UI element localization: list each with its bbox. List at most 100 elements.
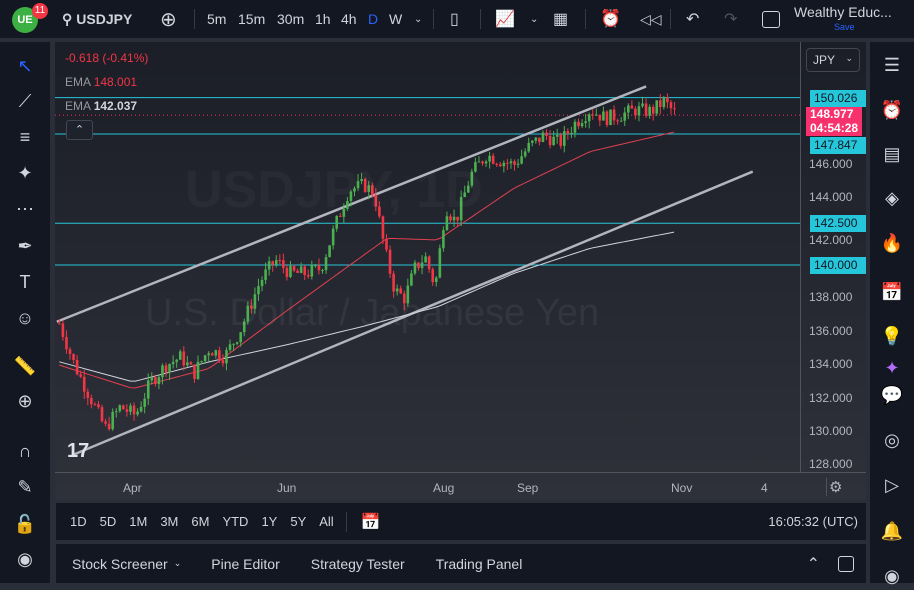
- alerts-icon[interactable]: ⏰: [880, 100, 904, 120]
- price-axis[interactable]: JPY ⌄ 146.000 144.000 142.000 138.000 136.000…: [800, 42, 866, 472]
- replay-icon[interactable]: ◁◁: [640, 10, 662, 27]
- maximize-panel-icon[interactable]: [838, 555, 854, 572]
- candle-body: [552, 136, 555, 146]
- cursor-icon[interactable]: ↖: [17, 56, 33, 76]
- undo-icon[interactable]: ↶: [686, 11, 700, 28]
- range-3m[interactable]: 3M: [160, 514, 179, 529]
- interval-d[interactable]: D: [368, 11, 379, 27]
- tab-strategy-tester[interactable]: Strategy Tester: [310, 555, 405, 572]
- interval-4h[interactable]: 4h: [341, 11, 357, 27]
- time-axis[interactable]: Apr Jun Aug Sep Nov 4 ⚙: [55, 472, 866, 500]
- candle-body: [143, 398, 146, 407]
- goto-date-icon[interactable]: 📅: [360, 513, 381, 531]
- candle-body: [623, 112, 627, 121]
- visibility-icon[interactable]: ◉: [17, 549, 33, 569]
- ai-sparkle-icon[interactable]: ✦: [884, 358, 900, 378]
- streams-icon[interactable]: ◎: [884, 430, 900, 450]
- candles-icon[interactable]: ▯: [450, 11, 459, 28]
- candle-body: [239, 332, 242, 343]
- fullscreen-icon[interactable]: [762, 11, 780, 28]
- interval-1h[interactable]: 1h: [315, 11, 331, 27]
- notifications-icon[interactable]: 🔔: [880, 521, 904, 541]
- range-all[interactable]: All: [319, 514, 334, 529]
- interval-5m[interactable]: 5m: [207, 11, 227, 27]
- range-5y[interactable]: 5Y: [290, 514, 307, 529]
- play-icon[interactable]: ▷: [885, 475, 899, 495]
- candle-body: [292, 265, 296, 271]
- indicators-icon[interactable]: 📈: [495, 11, 515, 28]
- range-5d[interactable]: 5D: [99, 514, 117, 529]
- interval-w[interactable]: W: [389, 11, 403, 27]
- save-label[interactable]: Save: [834, 22, 855, 32]
- brush-icon[interactable]: ✒: [17, 236, 33, 256]
- redo-icon[interactable]: ↷: [724, 11, 738, 28]
- candle-body: [349, 191, 353, 201]
- candle-body: [410, 273, 413, 286]
- forecast-icon[interactable]: ⋯: [16, 199, 34, 219]
- tab-stock-screener[interactable]: Stock Screener: [72, 555, 168, 572]
- lock-drawings-icon[interactable]: ✎: [17, 477, 33, 497]
- ema2-legend[interactable]: EMA 142.037: [65, 99, 137, 113]
- ema1-legend[interactable]: EMA 148.001: [65, 75, 137, 89]
- help-icon[interactable]: ◉: [884, 566, 900, 586]
- range-ytd[interactable]: YTD: [222, 514, 249, 529]
- zoom-icon[interactable]: ⊕: [17, 391, 33, 411]
- bar-countdown: 04:54:28: [810, 121, 859, 135]
- candle-body: [139, 406, 143, 412]
- candle-body: [129, 405, 132, 412]
- interval-dropdown-icon[interactable]: ⌄: [414, 13, 423, 25]
- calendar-icon[interactable]: 📅: [880, 282, 904, 302]
- price-chart[interactable]: [55, 42, 866, 500]
- watchlist-icon[interactable]: ☰: [883, 55, 901, 75]
- range-1m[interactable]: 1M: [129, 514, 148, 529]
- settings-icon[interactable]: ⚙: [826, 478, 842, 496]
- tab-pine-editor[interactable]: Pine Editor: [211, 555, 280, 572]
- symbol-label: USDJPY: [76, 11, 133, 27]
- fib-icon[interactable]: ≡: [19, 127, 31, 147]
- range-1d[interactable]: 1D: [70, 514, 87, 529]
- chevron-down-icon[interactable]: ⌄: [173, 558, 182, 568]
- pattern-icon[interactable]: ✦: [17, 163, 33, 183]
- collapse-legend-button[interactable]: ⌃: [66, 120, 93, 140]
- chart-pane[interactable]: USDJPY, 1D U.S. Dollar / Japanese Yen -0…: [55, 42, 866, 500]
- alert-icon[interactable]: ⏰: [600, 9, 622, 28]
- candle-body: [367, 185, 371, 192]
- layout-name[interactable]: Wealthy Educ...: [794, 4, 892, 20]
- interval-30m[interactable]: 30m: [277, 11, 305, 27]
- candle-body: [274, 260, 278, 265]
- range-6m[interactable]: 6M: [191, 514, 210, 529]
- currency-select[interactable]: JPY ⌄: [806, 48, 860, 72]
- data-window-icon[interactable]: ▤: [883, 144, 901, 164]
- add-symbol-icon[interactable]: ⊕: [160, 8, 177, 31]
- time-label-jun: Jun: [277, 481, 297, 495]
- magnet-icon[interactable]: ∩: [18, 441, 32, 461]
- layouts-icon[interactable]: ▦: [553, 11, 569, 28]
- ruler-icon[interactable]: 📏: [13, 356, 37, 376]
- text-icon[interactable]: T: [19, 272, 31, 292]
- candle-body: [218, 350, 221, 360]
- symbol-search[interactable]: ⚲ USDJPY: [62, 0, 132, 38]
- candle-body: [431, 269, 435, 283]
- interval-15m[interactable]: 15m: [238, 11, 266, 27]
- range-1y[interactable]: 1Y: [261, 514, 278, 529]
- utc-clock[interactable]: 16:05:32 (UTC): [768, 514, 858, 529]
- candle-body: [253, 294, 257, 309]
- trendline-icon[interactable]: ⟋: [18, 91, 32, 111]
- layers-icon[interactable]: ◈: [885, 188, 899, 208]
- indicators-dropdown-icon[interactable]: ⌄: [530, 13, 539, 25]
- candle-body: [587, 114, 591, 122]
- ideas-icon[interactable]: 💡: [880, 326, 904, 346]
- candle-body: [164, 365, 168, 373]
- tab-trading-panel[interactable]: Trading Panel: [435, 555, 523, 572]
- candle-body: [210, 353, 214, 356]
- candle-body: [641, 103, 644, 107]
- chat-icon[interactable]: 💬: [880, 385, 904, 405]
- emoji-icon[interactable]: ☺: [15, 308, 35, 328]
- candle-body: [278, 260, 282, 262]
- collapse-panel-icon[interactable]: ⌃: [806, 555, 820, 573]
- hotlist-icon[interactable]: 🔥: [880, 233, 904, 253]
- price-tick: 130.000: [809, 423, 853, 438]
- currency-label: JPY: [813, 53, 836, 67]
- lock-icon[interactable]: 🔓: [13, 514, 37, 534]
- candle-body: [228, 344, 232, 350]
